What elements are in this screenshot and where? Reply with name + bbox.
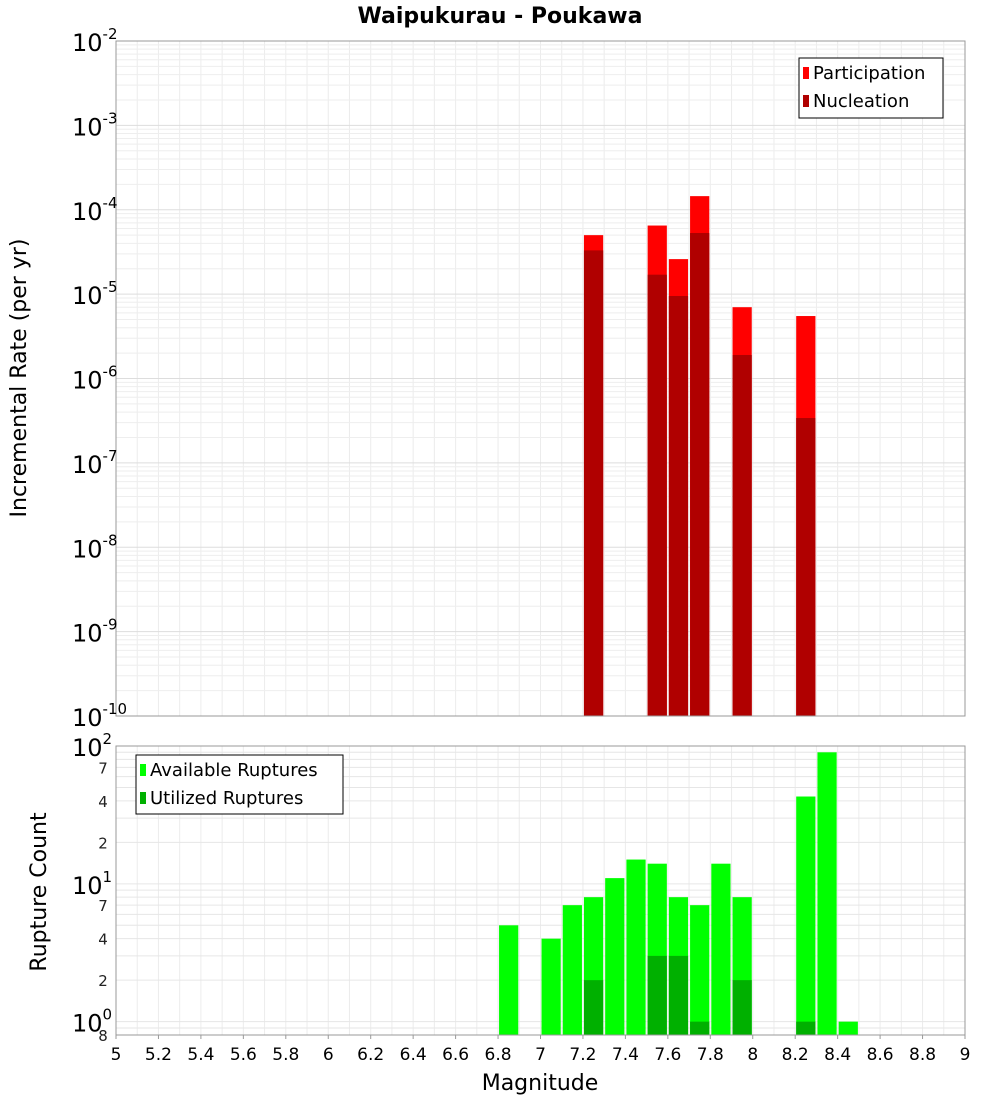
bar-nucleation (796, 418, 816, 716)
bar-available-ruptures (711, 863, 731, 1035)
bar-available-ruptures (690, 905, 710, 1035)
count-y-tick-major: 101 (72, 868, 112, 900)
bar-available-ruptures (499, 925, 519, 1035)
x-tick-label: 5.2 (145, 1045, 172, 1065)
x-tick-label: 8 (747, 1045, 758, 1065)
rate-panel: 10-2 10-3 10-4 10-5 10-6 10-7 10-8 10-9 10-10 In… (7, 25, 966, 732)
rate-y-tick-label: 10-4 (72, 194, 118, 226)
bar-available-ruptures (838, 1021, 858, 1035)
x-tick-label: 6.6 (442, 1045, 469, 1065)
x-tick-label: 6 (323, 1045, 334, 1065)
count-panel: 102 101 100 7 4 2 7 4 2 8 Rupture Count Available… (27, 730, 966, 1045)
x-tick-label: 5.4 (187, 1045, 214, 1065)
x-tick-label: 5.8 (272, 1045, 299, 1065)
x-axis-label: Magnitude (482, 1071, 599, 1096)
bar-utilized-ruptures (796, 1021, 816, 1035)
count-y-tick-minor: 4 (98, 931, 108, 949)
x-tick-label: 8.8 (909, 1045, 936, 1065)
count-y-tick-minor: 2 (98, 972, 108, 990)
bar-nucleation (732, 354, 752, 716)
x-axis-ticks: 5 5.2 5.4 5.6 5.8 6 6.2 6.4 6.6 6.8 7 7.2 7.4 7.6 7.8 8… (111, 1035, 971, 1065)
rate-legend-box (798, 57, 944, 119)
bar-available-ruptures (626, 859, 646, 1035)
rate-y-tick-label: 10-10 (72, 700, 127, 732)
bar-available-ruptures (817, 752, 837, 1035)
rate-y-ticks: 10-2 10-3 10-4 10-5 10-6 10-7 10-8 10-9 10-10 (72, 25, 127, 732)
bar-available-ruptures (562, 905, 582, 1035)
bar-utilized-ruptures (690, 1021, 710, 1035)
x-tick-label: 5.6 (230, 1045, 257, 1065)
x-tick-label: 8.6 (867, 1045, 894, 1065)
rate-y-tick-label: 10-5 (72, 278, 118, 310)
legend-swatch-participation (803, 67, 809, 79)
bar-available-ruptures (605, 878, 625, 1035)
x-tick-label: 6.2 (357, 1045, 384, 1065)
x-tick-label: 7.6 (654, 1045, 681, 1065)
rate-grid (115, 41, 966, 717)
rate-y-tick-label: 10-6 (72, 363, 118, 395)
x-tick-label: 7.2 (569, 1045, 596, 1065)
rate-y-tick-label: 10-8 (72, 531, 118, 563)
bar-utilized-ruptures (732, 980, 752, 1035)
bar-available-ruptures (541, 938, 561, 1035)
rate-bars (583, 196, 816, 717)
x-tick-label: 7 (535, 1045, 546, 1065)
rate-y-axis-label: Incremental Rate (per yr) (7, 239, 32, 518)
bar-nucleation (583, 250, 604, 717)
bar-nucleation (668, 296, 689, 716)
bar-utilized-ruptures (647, 955, 667, 1035)
x-tick-label: 6.8 (485, 1045, 512, 1065)
x-tick-label: 5 (111, 1045, 122, 1065)
count-y-tick-minor: 2 (98, 834, 108, 852)
bar-nucleation (690, 233, 710, 716)
legend-label-participation: Participation (813, 63, 925, 84)
rate-y-tick-label: 10-2 (72, 25, 118, 57)
count-y-tick-minor: 7 (98, 759, 108, 777)
count-legend: Available Ruptures Utilized Ruptures (135, 754, 344, 815)
x-tick-label: 6.4 (400, 1045, 427, 1065)
x-tick-label: 7.8 (697, 1045, 724, 1065)
rate-plot-frame (115, 40, 966, 717)
count-y-tick-major: 102 (72, 730, 112, 762)
count-y-tick-minor: 8 (98, 1027, 108, 1045)
rate-legend: Participation Nucleation (798, 57, 944, 119)
count-y-axis-label: Rupture Count (27, 812, 52, 972)
x-tick-label: 7.4 (612, 1045, 639, 1065)
count-y-tick-minor: 4 (98, 793, 108, 811)
bar-utilized-ruptures (583, 980, 604, 1035)
count-bars (499, 752, 858, 1035)
bar-utilized-ruptures (668, 955, 689, 1035)
count-y-tick-major: 100 (72, 1006, 112, 1038)
bar-nucleation (647, 274, 667, 716)
count-y-tick-minor: 7 (98, 897, 108, 915)
legend-swatch-nucleation (803, 95, 809, 107)
rate-y-tick-label: 10-9 (72, 616, 118, 648)
legend-label-available: Available Ruptures (150, 760, 318, 781)
x-tick-label: 8.4 (824, 1045, 851, 1065)
legend-label-nucleation: Nucleation (813, 91, 909, 112)
x-tick-label: 9 (960, 1045, 971, 1065)
legend-label-utilized: Utilized Ruptures (150, 788, 303, 809)
count-y-ticks: 102 101 100 7 4 2 7 4 2 8 (72, 730, 112, 1045)
count-legend-box (135, 754, 344, 815)
rate-y-tick-label: 10-7 (72, 447, 118, 479)
legend-swatch-available (140, 764, 146, 776)
rate-y-tick-label: 10-3 (72, 109, 118, 141)
legend-swatch-utilized (140, 792, 146, 804)
chart-title: Waipukurau - Poukawa (358, 4, 643, 29)
x-tick-label: 8.2 (782, 1045, 809, 1065)
bar-available-ruptures (796, 796, 816, 1035)
